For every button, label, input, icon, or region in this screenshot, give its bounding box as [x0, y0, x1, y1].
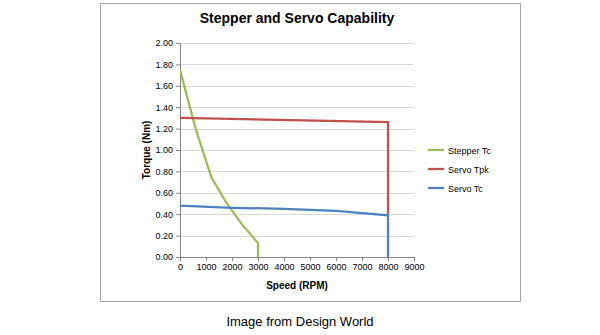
x-tick-mark: [284, 257, 285, 261]
grid-line: [180, 129, 414, 130]
caption: Image from Design World: [226, 314, 373, 329]
y-tick: 2.00: [155, 38, 180, 48]
y-tick: 1.60: [155, 81, 180, 91]
x-tick: 4000: [274, 257, 294, 272]
y-tick-mark: [176, 171, 180, 172]
y-tick-mark: [176, 86, 180, 87]
y-tick-mark: [176, 64, 180, 65]
legend-swatch: [428, 168, 444, 170]
legend-swatch: [428, 149, 444, 151]
x-tick: 0: [178, 257, 183, 272]
grid-line: [180, 86, 414, 87]
y-tick: 1.80: [155, 60, 180, 70]
grid-line: [180, 236, 414, 237]
x-tick-label: 2000: [222, 262, 242, 272]
plot-area: [180, 70, 388, 257]
grid-line: [180, 171, 414, 172]
chart-title: Stepper and Servo Capability: [200, 10, 395, 26]
y-tick: 0.80: [155, 167, 180, 177]
x-tick-mark: [206, 257, 207, 261]
y-tick-label: 1.60: [155, 81, 173, 91]
x-tick-label: 8000: [378, 262, 398, 272]
x-axis-title: Speed (RPM): [266, 280, 328, 291]
grid-line: [180, 193, 414, 194]
x-tick-mark: [310, 257, 311, 261]
chart-border: [101, 4, 521, 302]
y-tick-label: 0.00: [155, 252, 173, 262]
y-axis-line: [176, 44, 181, 258]
grid-line: [180, 64, 414, 65]
y-tick: 0.60: [155, 188, 180, 198]
y-axis: 0.00 0.20 0.40 0.60 0.80 1.00 1.20 1.40 1.60 1.80…: [155, 38, 180, 262]
y-tick-label: 0.40: [155, 210, 173, 220]
x-tick: 1000: [196, 257, 216, 272]
y-tick: 0.20: [155, 231, 180, 241]
y-tick: 0.40: [155, 210, 180, 220]
grid-line: [180, 43, 414, 44]
legend-label: Servo Tpk: [448, 165, 489, 175]
chart: 0 1000 2000 3000 4000 5000 6000 7000 8000 9000 0.0…: [0, 0, 600, 335]
y-tick-mark: [176, 193, 180, 194]
x-tick-label: 9000: [404, 262, 424, 272]
y-tick-label: 1.80: [155, 60, 173, 70]
x-tick-mark: [232, 257, 233, 261]
x-tick: 7000: [352, 257, 372, 272]
grid: [180, 44, 414, 258]
x-axis-line: [181, 258, 415, 262]
x-tick-mark: [336, 257, 337, 261]
grid-line: [180, 150, 414, 151]
y-tick-mark: [176, 43, 180, 44]
x-tick-label: 1000: [196, 262, 216, 272]
y-tick-label: 1.20: [155, 124, 173, 134]
x-tick-label: 3000: [248, 262, 268, 272]
y-tick-label: 2.00: [155, 38, 173, 48]
x-tick-mark: [258, 257, 259, 261]
legend-label: Servo Tc: [448, 184, 483, 194]
legend-label: Stepper Tc: [448, 146, 491, 156]
x-tick: 5000: [300, 257, 320, 272]
x-tick-mark: [388, 257, 389, 261]
x-tick-label: 6000: [326, 262, 346, 272]
y-tick: 1.40: [155, 103, 180, 113]
y-tick-mark: [176, 257, 180, 258]
y-tick: 1.20: [155, 124, 180, 134]
y-tick-mark: [176, 129, 180, 130]
x-tick-label: 0: [178, 262, 183, 272]
y-axis-title: Torque (Nm): [141, 121, 152, 180]
y-tick-mark: [176, 150, 180, 151]
grid-line: [180, 107, 414, 108]
y-tick-mark: [176, 236, 180, 237]
x-tick: 9000: [404, 257, 424, 272]
legend-swatch: [428, 187, 444, 189]
y-tick-label: 0.20: [155, 231, 173, 241]
y-tick-label: 1.00: [155, 145, 173, 155]
x-tick-label: 4000: [274, 262, 294, 272]
x-tick: 2000: [222, 257, 242, 272]
y-tick-mark: [176, 214, 180, 215]
y-tick-label: 0.60: [155, 188, 173, 198]
series-line: [180, 70, 258, 257]
series-line: [180, 206, 388, 257]
y-tick: 1.00: [155, 145, 180, 155]
x-tick-label: 5000: [300, 262, 320, 272]
x-tick: 3000: [248, 257, 268, 272]
x-axis: 0 1000 2000 3000 4000 5000 6000 7000 8000 9000: [178, 257, 425, 272]
x-tick-label: 7000: [352, 262, 372, 272]
y-tick-label: 1.40: [155, 103, 173, 113]
x-tick: 6000: [326, 257, 346, 272]
y-tick: 0.00: [155, 252, 180, 262]
x-tick-mark: [414, 257, 415, 261]
legend: Stepper Tc Servo Tpk Servo Tc: [428, 146, 491, 194]
x-tick-mark: [362, 257, 363, 261]
y-tick-mark: [176, 107, 180, 108]
series-line: [180, 118, 388, 214]
y-tick-label: 0.80: [155, 167, 173, 177]
x-tick: 8000: [378, 257, 398, 272]
